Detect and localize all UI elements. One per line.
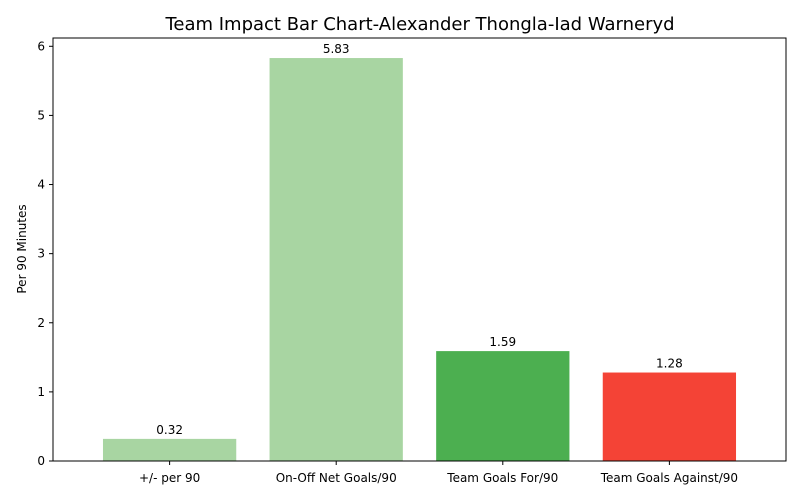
y-tick-label-3: 3 (37, 247, 45, 261)
x-tick-label-3: Team Goals Against/90 (600, 471, 738, 485)
y-tick-label-5: 5 (37, 108, 45, 122)
plot-area: 0.32 5.83 1.59 1.28 0 1 2 3 4 5 6 +/- per 90 On-Off … (37, 37, 787, 485)
axes-frame (52, 37, 787, 462)
x-tick-label-0: +/- per 90 (139, 471, 200, 485)
bar-value-label-2: 1.59 (489, 335, 516, 349)
bar-1 (269, 58, 403, 461)
x-tick-label-1: On-Off Net Goals/90 (276, 471, 397, 485)
y-axis-title: Per 90 Minutes (15, 204, 29, 293)
bar-value-label-0: 0.32 (156, 423, 183, 437)
x-tick-label-2: Team Goals For/90 (446, 471, 558, 485)
y-tick-label-6: 6 (37, 39, 45, 53)
bar-2 (436, 351, 570, 461)
chart-title: Team Impact Bar Chart-Alexander Thongla-… (164, 14, 674, 35)
bar-value-label-1: 5.83 (323, 42, 350, 56)
bar-0 (102, 438, 237, 461)
bar-3 (602, 372, 737, 461)
y-tick-label-0: 0 (37, 454, 45, 468)
bar-value-label-3: 1.28 (656, 357, 683, 371)
y-tick-label-1: 1 (37, 385, 45, 399)
y-tick-label-4: 4 (37, 178, 45, 192)
y-tick-label-2: 2 (37, 316, 45, 330)
